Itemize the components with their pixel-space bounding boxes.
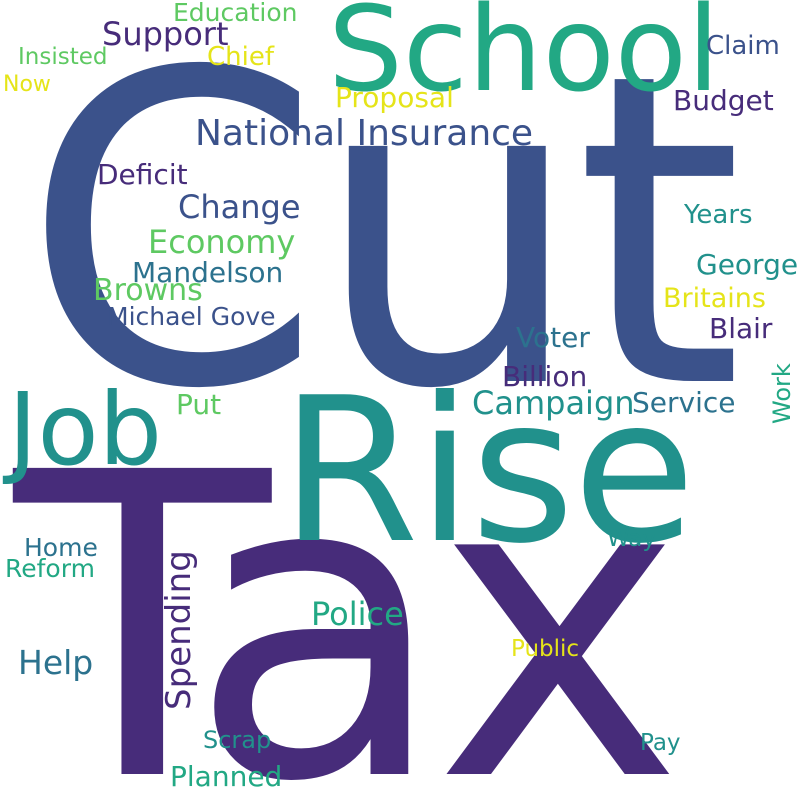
word-voter: Voter <box>516 321 590 354</box>
word-now: Now <box>3 72 51 97</box>
word-chief: Chief <box>207 42 275 72</box>
word-mandelson: Mandelson <box>132 256 284 289</box>
word-blair: Blair <box>709 312 773 345</box>
word-michael-gove: Michael Gove <box>107 302 276 331</box>
word-way: Way <box>607 526 656 552</box>
word-claim: Claim <box>706 31 780 61</box>
word-police: Police <box>311 595 404 633</box>
word-george: George <box>696 248 799 281</box>
word-budget: Budget <box>673 84 774 117</box>
word-home: Home <box>24 533 98 562</box>
word-tax: Tax <box>14 385 683 800</box>
word-school: School <box>328 0 720 118</box>
word-economy: Economy <box>148 223 296 261</box>
word-support: Support <box>102 15 229 53</box>
word-national-insurance: National Insurance <box>195 113 534 154</box>
word-job: Job <box>8 371 163 488</box>
word-billion: Billion <box>502 360 588 393</box>
word-proposal: Proposal <box>335 81 454 114</box>
word-public: Public <box>511 636 580 662</box>
word-browns: Browns <box>93 273 203 308</box>
word-scrap: Scrap <box>203 726 272 754</box>
word-put: Put <box>176 388 222 421</box>
word-insisted: Insisted <box>18 44 108 70</box>
word-deficit: Deficit <box>97 158 188 191</box>
word-change: Change <box>178 188 301 226</box>
word-education: Education <box>173 0 298 27</box>
word-britains: Britains <box>663 283 766 314</box>
word-reform: Reform <box>5 554 95 583</box>
word-campaign: Campaign <box>472 384 635 422</box>
word-years: Years <box>684 200 753 230</box>
word-work: Work <box>768 363 796 424</box>
word-spending: Spending <box>159 550 199 710</box>
word-pay: Pay <box>640 730 681 756</box>
word-rise: Rise <box>280 355 696 588</box>
word-help: Help <box>18 643 94 682</box>
word-cut: Cut <box>22 0 743 483</box>
word-service: Service <box>632 386 736 419</box>
word-planned: Planned <box>170 760 283 793</box>
